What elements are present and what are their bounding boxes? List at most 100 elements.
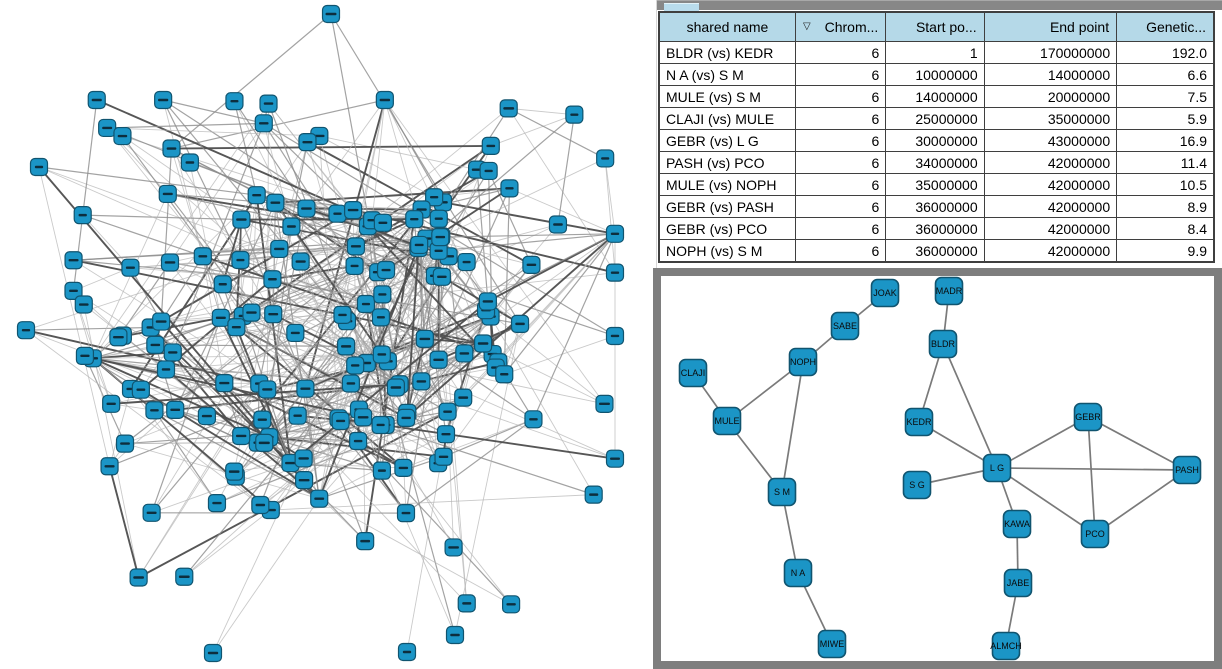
cell-chromosome[interactable]: 6	[794, 85, 887, 108]
network-node[interactable]	[454, 388, 473, 407]
cell-start-position[interactable]: 34000000	[885, 151, 985, 174]
network-node[interactable]	[510, 314, 530, 333]
network-node[interactable]	[247, 186, 266, 205]
cell-chromosome[interactable]: 6	[794, 41, 887, 64]
network-node[interactable]	[175, 567, 194, 586]
network-node-L G[interactable]: L G	[982, 453, 1012, 483]
table-row[interactable]: GEBR (vs) PASH 6 36000000 42000000 8.9	[658, 195, 1215, 218]
network-node[interactable]	[605, 224, 625, 243]
network-node[interactable]	[232, 426, 251, 446]
network-node[interactable]	[478, 292, 497, 311]
cell-chromosome[interactable]: 6	[794, 173, 887, 196]
network-node-JOAK[interactable]: JOAK	[870, 278, 900, 308]
cell-shared-name[interactable]: MULE (vs) S M	[658, 85, 796, 108]
network-node[interactable]	[270, 239, 289, 259]
network-node-S M[interactable]: S M	[767, 477, 797, 507]
network-node[interactable]	[288, 406, 307, 425]
network-node[interactable]	[263, 270, 282, 289]
network-node[interactable]	[295, 471, 314, 490]
cell-shared-name[interactable]: CLAJI (vs) MULE	[658, 107, 796, 130]
cell-start-position[interactable]: 35000000	[885, 173, 985, 196]
network-node[interactable]	[371, 308, 391, 327]
cell-genetic-distance[interactable]: 7.5	[1116, 85, 1215, 108]
cell-genetic-distance[interactable]: 8.9	[1116, 195, 1215, 218]
table-row[interactable]: BLDR (vs) KEDR 6 1 170000000 192.0	[658, 41, 1215, 64]
cell-genetic-distance[interactable]: 6.6	[1116, 63, 1215, 86]
network-node[interactable]	[386, 378, 405, 397]
cell-end-point[interactable]: 14000000	[983, 63, 1118, 86]
network-node[interactable]	[356, 294, 376, 314]
network-node-KAWA[interactable]: KAWA	[1002, 509, 1032, 539]
table-row[interactable]: NOPH (vs) S M 6 36000000 42000000 9.9	[658, 239, 1215, 263]
network-node[interactable]	[258, 380, 277, 399]
network-node[interactable]	[415, 329, 434, 349]
network-node[interactable]	[225, 462, 244, 481]
network-node[interactable]	[396, 504, 416, 523]
cell-shared-name[interactable]: MULE (vs) NOPH	[658, 173, 796, 196]
network-node[interactable]	[331, 411, 350, 431]
network-node[interactable]	[429, 241, 448, 260]
network-node[interactable]	[372, 461, 392, 480]
network-node[interactable]	[156, 360, 176, 379]
cell-start-position[interactable]: 25000000	[885, 107, 985, 130]
network-node[interactable]	[333, 305, 352, 324]
cell-end-point[interactable]: 42000000	[983, 217, 1118, 240]
network-node[interactable]	[457, 594, 476, 613]
network-node[interactable]	[434, 447, 453, 466]
network-node[interactable]	[64, 251, 83, 270]
network-node[interactable]	[207, 494, 227, 513]
cell-chromosome[interactable]: 6	[794, 129, 887, 152]
network-node-NOPH[interactable]: NOPH	[788, 347, 818, 377]
network-node[interactable]	[499, 99, 518, 118]
network-node[interactable]	[142, 503, 161, 522]
network-node[interactable]	[98, 118, 117, 138]
network-node[interactable]	[444, 538, 463, 557]
network-node[interactable]	[605, 326, 625, 346]
network-node[interactable]	[166, 400, 185, 419]
network-node-ALMCH[interactable]: ALMCH	[990, 631, 1022, 661]
network-node-BLDR[interactable]: BLDR	[928, 329, 958, 359]
overview-network-canvas[interactable]	[0, 0, 653, 669]
network-node[interactable]	[87, 90, 106, 110]
network-node[interactable]	[298, 133, 317, 152]
network-node[interactable]	[596, 149, 615, 168]
network-node[interactable]	[436, 425, 456, 444]
network-node[interactable]	[203, 643, 223, 663]
network-node[interactable]	[584, 485, 603, 504]
detail-network-canvas[interactable]: JOAK MADR SABE BLDR NOPH CLAJI GEBR MULE KEDR L G…	[661, 276, 1214, 661]
network-node[interactable]	[432, 267, 451, 286]
network-node[interactable]	[154, 90, 173, 110]
network-node[interactable]	[394, 458, 413, 478]
network-node[interactable]	[605, 449, 625, 468]
cell-genetic-distance[interactable]: 5.9	[1116, 107, 1215, 130]
cell-shared-name[interactable]: GEBR (vs) PASH	[658, 195, 796, 218]
network-node[interactable]	[163, 343, 182, 362]
network-node[interactable]	[397, 408, 416, 427]
network-node[interactable]	[232, 210, 251, 229]
network-node-SABE[interactable]: SABE	[830, 311, 860, 341]
network-node[interactable]	[376, 260, 396, 280]
network-node[interactable]	[129, 568, 148, 587]
network-node[interactable]	[328, 204, 347, 223]
network-node[interactable]	[215, 373, 234, 393]
network-node-KEDR[interactable]: KEDR	[904, 407, 934, 437]
network-node-JABE[interactable]: JABE	[1003, 568, 1033, 598]
network-node-MIWE[interactable]: MIWE	[817, 629, 847, 659]
cell-genetic-distance[interactable]: 10.5	[1116, 173, 1215, 196]
network-node[interactable]	[73, 206, 92, 225]
network-node[interactable]	[251, 495, 270, 515]
network-node[interactable]	[145, 401, 164, 420]
cell-end-point[interactable]: 43000000	[983, 129, 1118, 152]
network-node[interactable]	[341, 374, 360, 393]
network-node[interactable]	[495, 365, 514, 384]
cell-genetic-distance[interactable]: 16.9	[1116, 129, 1215, 152]
cell-end-point[interactable]: 42000000	[983, 195, 1118, 218]
network-node[interactable]	[429, 209, 448, 228]
cell-shared-name[interactable]: PASH (vs) PCO	[658, 151, 796, 174]
cell-end-point[interactable]: 20000000	[983, 85, 1118, 108]
network-node[interactable]	[479, 161, 498, 181]
cell-end-point[interactable]: 35000000	[983, 107, 1118, 130]
col-header-shared-name[interactable]: shared name	[658, 11, 796, 42]
cell-start-position[interactable]: 10000000	[885, 63, 985, 86]
cell-chromosome[interactable]: 6	[794, 151, 887, 174]
